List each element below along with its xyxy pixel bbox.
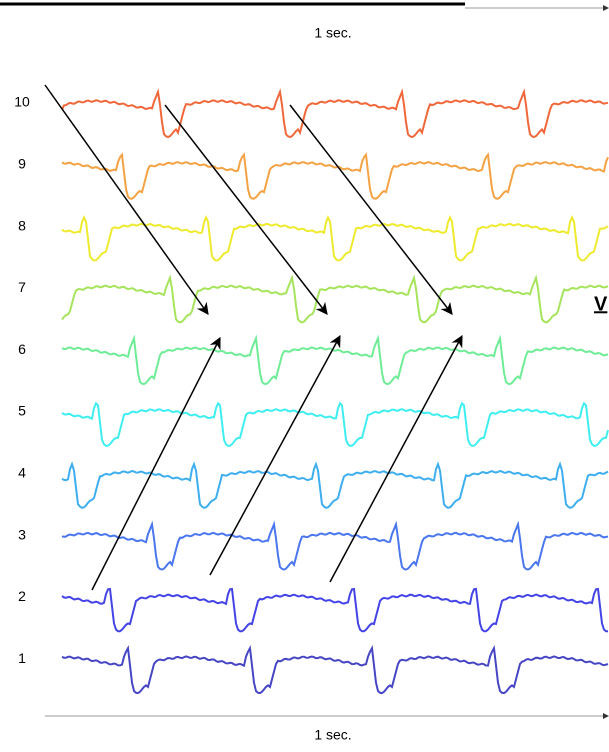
arrow: [329, 334, 463, 583]
channel-label: 1: [18, 650, 26, 666]
trace: [61, 401, 609, 447]
channel-label: 6: [18, 341, 26, 357]
arrow: [209, 334, 341, 576]
trace: [61, 152, 609, 200]
trace: [61, 334, 609, 386]
channel-label: 2: [18, 588, 26, 604]
side-label: V: [594, 293, 608, 315]
channel-label: 4: [18, 465, 26, 481]
channel-label: 9: [18, 156, 26, 172]
channel-labels: 10 9 8 7 6 5 4 3 2 1: [14, 94, 30, 666]
channel-label: 10: [14, 94, 30, 110]
channel-label: 7: [18, 279, 26, 295]
scale-label: 1 sec.: [314, 25, 351, 41]
arrow: [289, 104, 453, 315]
trace: [61, 587, 608, 633]
channel-label: 3: [18, 526, 26, 542]
traces: [61, 88, 609, 695]
trace: [61, 88, 609, 139]
arrow: [44, 84, 209, 315]
arrow: [164, 104, 328, 315]
channel-label: 8: [18, 217, 26, 233]
trace: [61, 644, 609, 695]
axis-arrow: [603, 5, 609, 11]
trace: [61, 274, 609, 324]
channel-label: 5: [18, 403, 26, 419]
trace: [61, 215, 609, 262]
arrows: [44, 84, 463, 591]
scale-label: 1 sec.: [314, 727, 351, 743]
arrow: [91, 336, 221, 591]
trace: [61, 461, 609, 509]
trace: [61, 520, 609, 571]
axis-arrow: [603, 713, 609, 719]
